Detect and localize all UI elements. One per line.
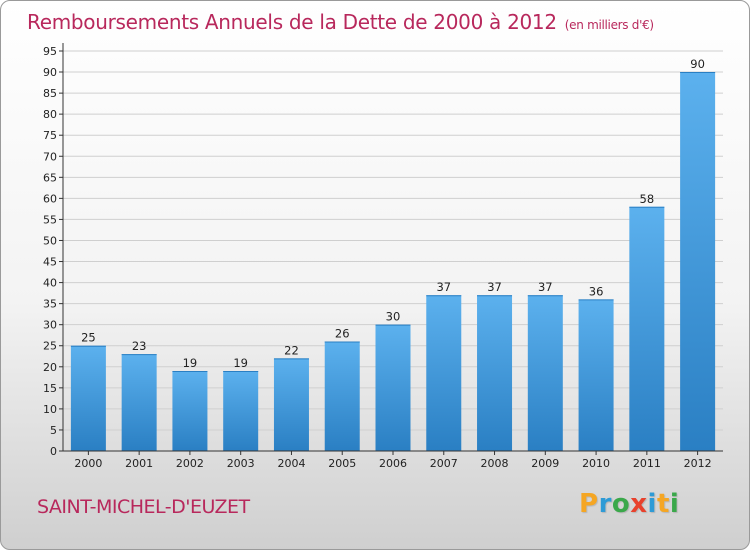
y-tick-label: 60 [43,192,57,205]
bar [223,371,259,451]
x-tick-label: 2006 [379,457,407,470]
y-tick-label: 55 [43,213,57,226]
proxiti-logo: Proxiti [579,489,679,519]
y-tick-label: 85 [43,87,57,100]
y-tick-label: 5 [50,424,57,437]
y-tick-label: 40 [43,277,57,290]
data-label: 36 [589,284,604,298]
x-tick-label: 2012 [684,457,712,470]
y-tick-label: 10 [43,403,57,416]
data-label: 23 [132,339,147,353]
bars [70,72,716,451]
logo-letter: i [647,489,657,519]
bar [70,345,106,451]
y-tick-label: 15 [43,382,57,395]
x-tick-label: 2007 [430,457,458,470]
y-tick-label: 25 [43,340,57,353]
bar [121,354,157,451]
x-tick-label: 2008 [481,457,509,470]
x-tick-label: 2002 [176,457,204,470]
data-label: 19 [183,356,198,370]
data-label: 19 [233,356,248,370]
bar [375,324,411,451]
axes [62,43,723,452]
y-tick-label: 70 [43,150,57,163]
x-tick-label: 2001 [125,457,153,470]
x-tick-label: 2010 [582,457,610,470]
bar [680,72,716,451]
logo-letter: o [611,489,631,519]
data-label: 90 [690,57,705,71]
y-tick-label: 50 [43,234,57,247]
x-tick-label: 2005 [328,457,356,470]
bar [629,206,665,451]
logo-letter: x [630,489,648,519]
bar [172,371,208,451]
data-label: 37 [436,280,451,294]
y-tick-label: 65 [43,171,57,184]
logo-letter: t [656,489,670,519]
x-tick-label: 2009 [531,457,559,470]
data-label: 25 [81,331,96,345]
bar [273,358,309,451]
bar [477,295,513,451]
y-tick-label: 95 [43,45,57,58]
bar [527,295,563,451]
y-tick-label: 30 [43,319,57,332]
logo-letter: i [669,489,680,519]
chart-title-text: Remboursements Annuels de la Dette de 20… [27,10,557,34]
y-tick-label: 20 [43,361,57,374]
data-label: 37 [487,280,502,294]
y-axis-ticks: 0 5 10 15 20 25 30 35 40 45 50 55 60 65 70 75 80 85 90 95 [43,45,63,458]
bar [578,299,614,451]
data-label: 58 [640,192,655,206]
x-tick-label: 2011 [633,457,661,470]
data-label: 30 [386,310,401,324]
chart-subtitle: (en milliers d'€) [564,18,654,32]
bar [426,295,462,451]
bar [324,341,360,451]
y-tick-label: 35 [43,298,57,311]
data-label: 37 [538,280,553,294]
commune-name: SAINT-MICHEL-D'EUZET [37,496,250,518]
y-tick-label: 75 [43,129,57,142]
data-labels: 25 23 19 19 22 26 30 37 37 37 36 58 90 [81,57,705,370]
x-tick-label: 2004 [277,457,305,470]
logo-letter: r [598,489,612,519]
x-tick-label: 2003 [227,457,255,470]
chart-title: Remboursements Annuels de la Dette de 20… [27,10,654,34]
y-tick-label: 90 [43,66,57,79]
data-label: 22 [284,343,299,357]
x-axis-ticks: 2000 2001 2002 2003 2004 2005 2006 2007 2008 2009… [74,451,712,470]
y-tick-label: 45 [43,256,57,269]
logo-letter: P [579,489,599,519]
x-tick-label: 2000 [74,457,102,470]
y-tick-label: 80 [43,108,57,121]
data-label: 26 [335,327,350,341]
y-tick-label: 0 [50,445,57,458]
